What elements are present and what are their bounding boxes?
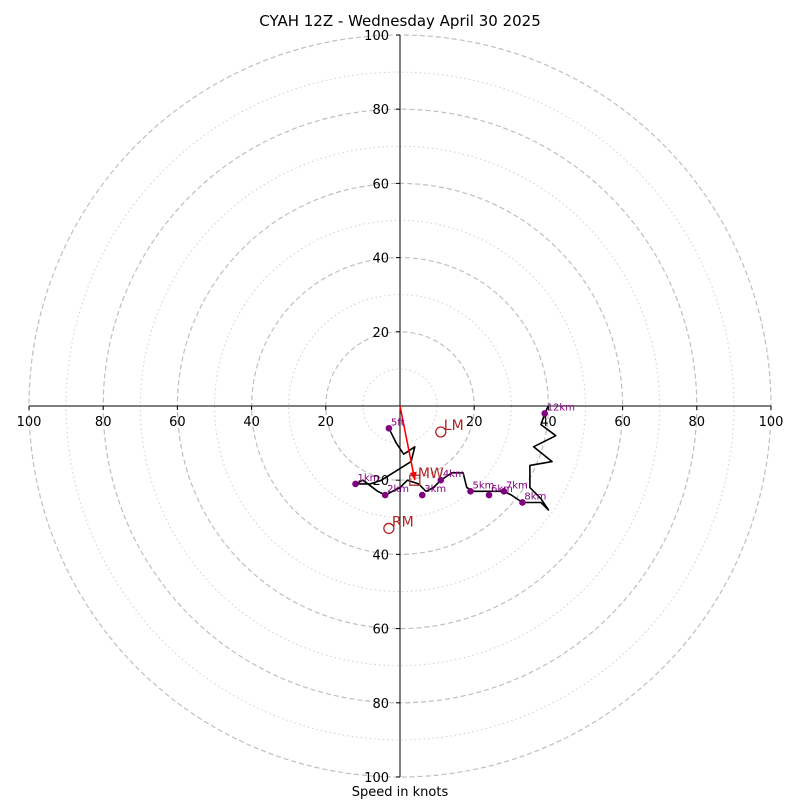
y-tick-label: 100 <box>364 29 389 44</box>
y-tick-label: 100 <box>364 771 389 786</box>
shear-vector-layer <box>399 405 417 481</box>
height-marker-8km <box>519 499 526 506</box>
height-marker-6km <box>485 491 493 499</box>
height-marker-5km <box>467 488 474 495</box>
height-marker-5ft <box>385 424 393 432</box>
y-tick-label: 80 <box>372 103 389 118</box>
storm-motion-markers: LM MW RM <box>383 418 464 535</box>
x-tick-label: 20 <box>466 415 483 430</box>
y-tick-label: 60 <box>372 177 389 192</box>
y-tick-label: 40 <box>372 548 389 563</box>
y-tick-label: 80 <box>372 697 389 712</box>
height-label-8km: 8km <box>524 491 546 502</box>
y-tick-label: 60 <box>372 623 389 638</box>
storm-label-MW: MW <box>418 466 444 482</box>
shear-vector <box>399 405 416 481</box>
hodograph-line <box>354 405 557 511</box>
height-marker-7km <box>500 488 508 495</box>
height-markers: 5ft1km2km3km4km5km6km7km8km12km <box>352 402 575 506</box>
height-label-2km: 2km <box>387 484 409 495</box>
height-marker-3km <box>418 491 426 499</box>
x-tick-label: 60 <box>614 415 631 430</box>
x-tick-label: 80 <box>689 415 706 430</box>
height-marker-4km <box>437 476 445 484</box>
storm-label-RM: RM <box>392 514 414 530</box>
chart-title: CYAH 12Z - Wednesday April 30 2025 <box>259 12 541 30</box>
height-label-12km: 12km <box>547 402 575 413</box>
storm-marker-MW <box>409 474 421 486</box>
x-tick-label: 60 <box>169 415 186 430</box>
height-label-7km: 7km <box>506 480 528 491</box>
height-label-5ft: 5ft <box>391 417 405 428</box>
height-marker-12km <box>541 410 548 417</box>
height-label-1km: 1km <box>357 473 379 484</box>
y-tick-label: 40 <box>372 252 389 267</box>
shear-vector-arrowhead <box>409 471 417 481</box>
height-label-3km: 3km <box>424 484 446 495</box>
tick-labels: 100 80 60 40 20 20 40 60 80 100100806040202040608… <box>17 29 784 786</box>
height-marker-1km <box>352 480 359 488</box>
storm-marker-RM <box>383 522 395 535</box>
x-tick-label: 40 <box>243 415 260 430</box>
height-label-4km: 4km <box>443 469 465 480</box>
hodograph-trace <box>354 405 557 511</box>
x-tick-label: 100 <box>17 415 42 430</box>
x-tick-label: 100 <box>759 415 784 430</box>
height-label-5km: 5km <box>472 480 494 491</box>
x-tick-label: 80 <box>95 415 112 430</box>
y-tick-label: 20 <box>372 326 389 341</box>
x-tick-label: 20 <box>318 415 335 430</box>
storm-label-LM: LM <box>444 418 464 434</box>
storm-marker-LM <box>435 426 447 438</box>
x-axis-label: Speed in knots <box>352 785 449 800</box>
height-marker-2km <box>381 491 389 499</box>
